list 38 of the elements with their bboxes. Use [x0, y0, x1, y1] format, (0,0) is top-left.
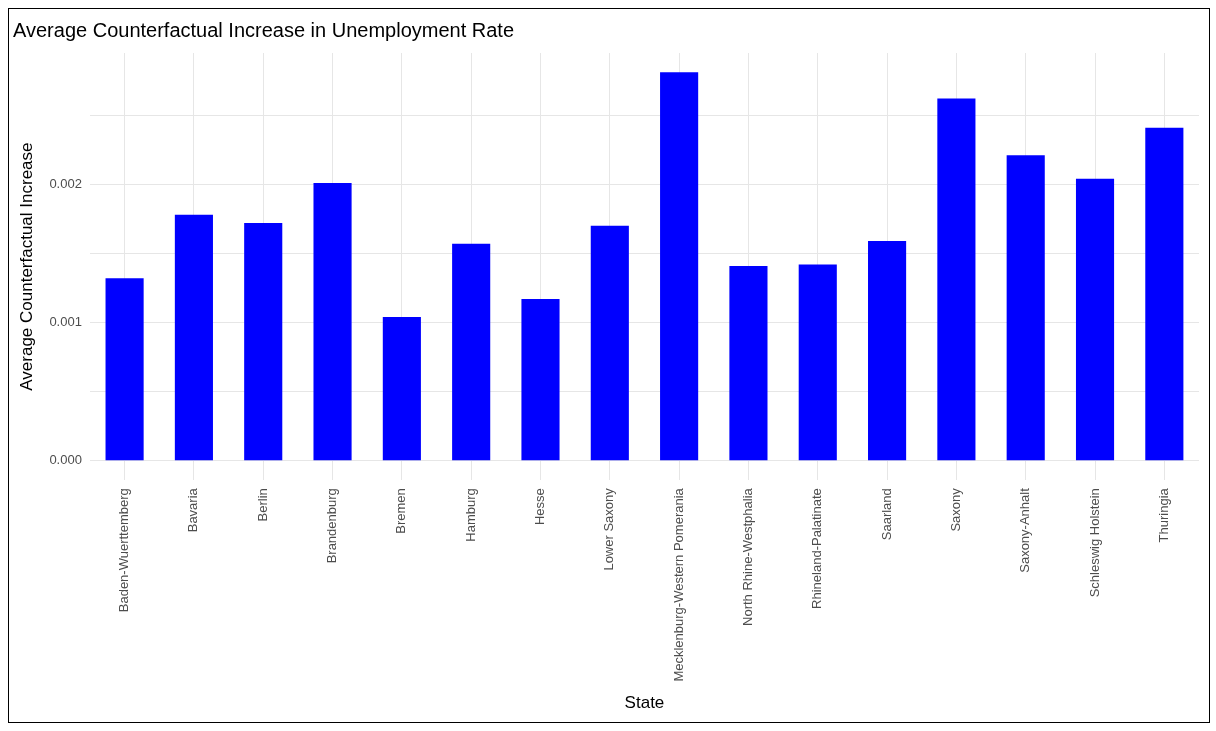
bar — [868, 241, 907, 461]
bar — [1075, 178, 1115, 461]
y-tick-label: 0.002 — [49, 175, 82, 191]
x-tick-label: Thuringia — [1155, 487, 1171, 543]
bar — [937, 98, 976, 461]
x-axis-title: State — [624, 693, 665, 713]
x-tick-label: Mecklenburg-Western Pomerania — [670, 487, 686, 682]
bar — [729, 265, 768, 461]
x-tick-label: Saarland — [878, 488, 894, 541]
bar — [105, 278, 144, 461]
bar — [452, 243, 491, 461]
bar — [521, 299, 560, 461]
x-tick-label: Rhineland-Palatinate — [809, 488, 825, 609]
bar — [798, 264, 837, 461]
x-tick-label: Hesse — [532, 488, 548, 526]
bar — [313, 182, 352, 461]
chart-title: Average Counterfactual Increase in Unemployment Rate — [13, 18, 515, 41]
bar — [382, 317, 421, 461]
bar — [1006, 155, 1045, 461]
x-tick-label: Brandenburg — [324, 488, 340, 564]
x-tick-label: Bremen — [393, 488, 409, 534]
x-tick-label: North Rhine-Westphalia — [740, 487, 756, 626]
x-tick-label: Hamburg — [462, 488, 478, 542]
bar — [660, 72, 699, 461]
bar — [174, 214, 213, 461]
x-tick-label: Lower Saxony — [601, 487, 617, 571]
bar — [1145, 127, 1184, 461]
y-axis-title: Average Counterfactual Increase — [16, 142, 36, 391]
x-tick-label: Saxony — [947, 487, 963, 532]
bar — [590, 225, 629, 461]
x-tick-label: Schleswig Holstein — [1086, 488, 1102, 598]
x-tick-label: Berlin — [254, 488, 270, 522]
y-tick-label: 0.001 — [49, 314, 82, 330]
y-tick-label: 0.000 — [49, 452, 82, 468]
x-tick-label: Baden-Wuerttemberg — [116, 488, 132, 613]
x-tick-label: Bavaria — [185, 487, 201, 533]
x-tick-label: Saxony-Anhalt — [1017, 487, 1033, 573]
bar — [244, 223, 283, 461]
